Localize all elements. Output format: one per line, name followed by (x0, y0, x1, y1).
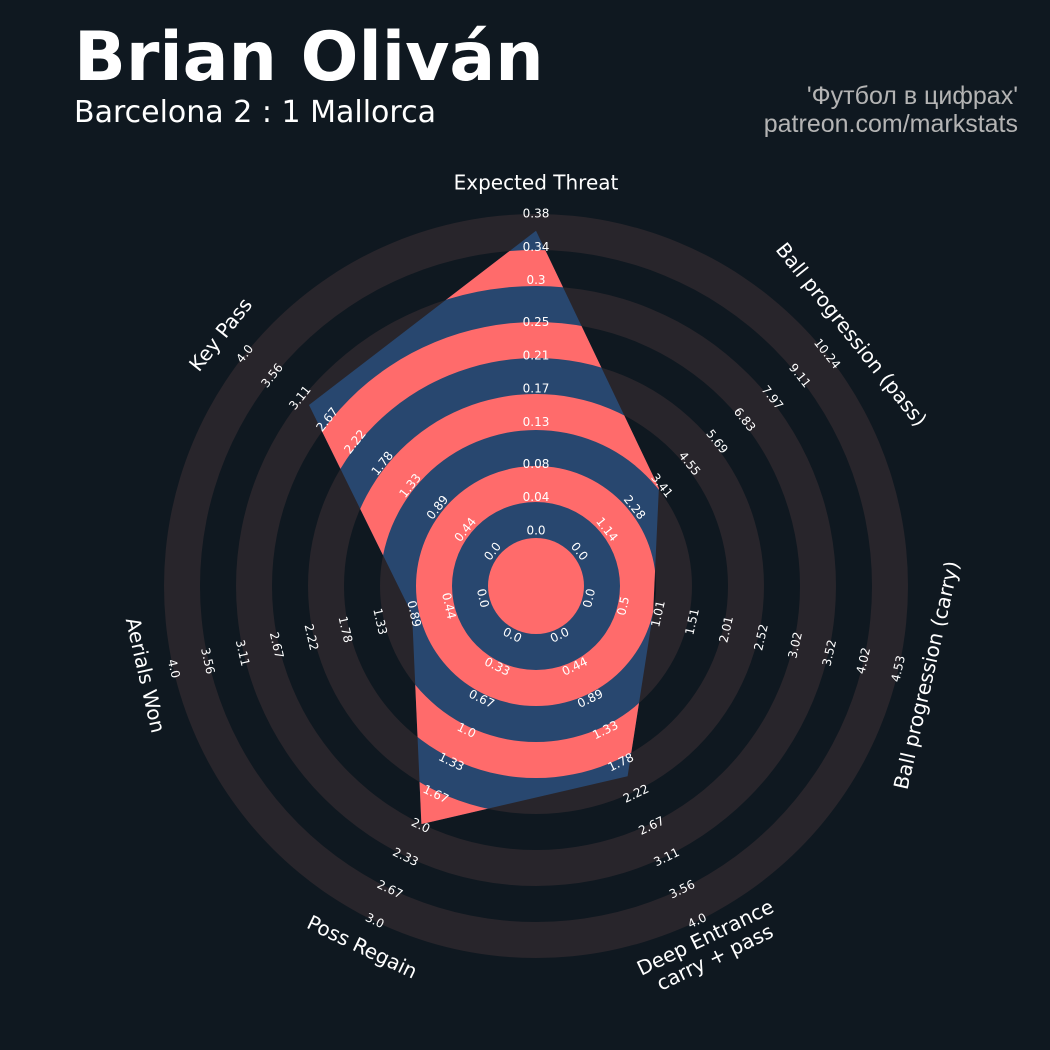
tick-label: 4.02 (854, 646, 874, 675)
tick-label: 0.44 (439, 591, 459, 620)
radar-area (309, 230, 659, 825)
credit-line: 'Футбол в цифрах' (807, 82, 1018, 110)
tick-label: 2.22 (302, 623, 322, 652)
tick-label: 0.0 (526, 524, 545, 538)
ring (416, 466, 656, 706)
tick-label: 0.38 (523, 207, 550, 221)
tick-label: 4.53 (888, 654, 908, 683)
tick-label: 4.0 (165, 658, 183, 680)
tick-label: 2.52 (751, 623, 771, 652)
tick-label: 0.0 (474, 587, 492, 609)
tick-label: 0.25 (523, 315, 550, 329)
tick-label: 3.11 (233, 638, 253, 667)
axis-label: Expected Threat (454, 171, 619, 195)
chart-subtitle: Barcelona 2 : 1 Mallorca (74, 95, 436, 130)
tick-label: 3.52 (819, 638, 839, 667)
tick-label: 0.0 (580, 587, 598, 609)
tick-label: 0.5 (614, 595, 632, 617)
tick-label: 0.21 (523, 348, 550, 362)
tick-label: 1.01 (648, 599, 668, 628)
ring-group (309, 250, 659, 825)
tick-label: 1.51 (682, 607, 702, 636)
credit-line: patreon.com/markstats (764, 110, 1018, 138)
tick-label: 1.78 (336, 615, 356, 644)
tick-label: 0.13 (523, 415, 550, 429)
tick-label: 0.34 (523, 240, 550, 254)
tick-label: 2.01 (716, 615, 736, 644)
chart-title: Brian Oliván (74, 18, 544, 97)
tick-label: 2.67 (267, 631, 287, 660)
tick-label: 0.3 (526, 273, 545, 287)
tick-label: 3.56 (198, 646, 218, 675)
ring (488, 538, 584, 634)
tick-label: 0.17 (523, 382, 550, 396)
tick-label: 1.33 (370, 607, 390, 636)
tick-label: 0.89 (404, 599, 424, 628)
tick-label: 0.04 (523, 490, 550, 504)
tick-label: 0.08 (523, 457, 550, 471)
tick-label: 3.02 (785, 631, 805, 660)
